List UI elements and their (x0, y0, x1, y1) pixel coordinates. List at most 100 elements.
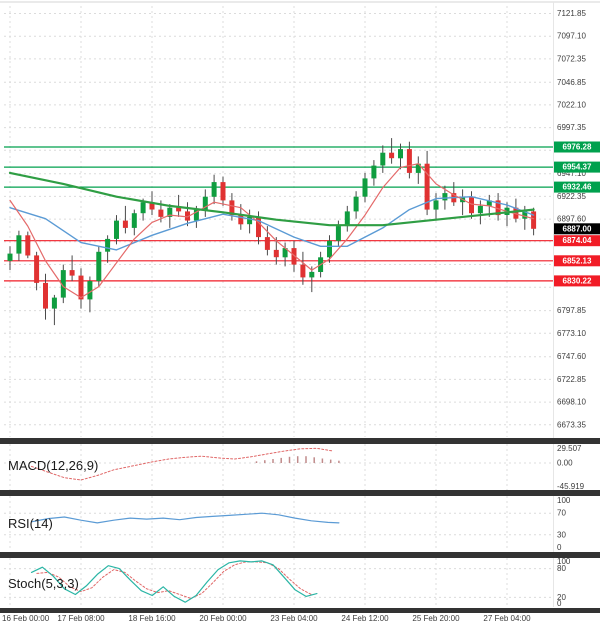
price-tick-label: 7097.10 (557, 32, 586, 41)
candle-body (193, 209, 199, 221)
price-tick-label: 6922.35 (557, 192, 586, 201)
candle-body (176, 207, 182, 212)
x-axis: 16 Feb 00:00 17 Feb 08:00 18 Feb 16:00 20 F… (2, 614, 531, 623)
candle-body (220, 182, 226, 201)
macd-axis-label: 29.507 (557, 444, 582, 453)
rsi-axis-label: 0 (557, 543, 562, 552)
candle-body (149, 202, 155, 210)
stoch-axis-label: 0 (557, 599, 562, 608)
candle-body (238, 215, 244, 225)
stoch-panel-label: Stoch(5,3,3) (8, 576, 79, 591)
candle-body (522, 211, 528, 219)
candle-body (114, 220, 119, 239)
price-panel: 7121.85 7097.10 7072.35 7046.85 7022.10 6997.… (0, 1, 600, 607)
rsi-axis-label: 70 (557, 509, 566, 518)
candle-body (282, 248, 288, 258)
support-badge-label: 6852.13 (563, 256, 592, 265)
last-price-badge-label: 6887.00 (563, 224, 592, 233)
resistance-badge-label: 6976.28 (563, 143, 592, 152)
candle-body (229, 200, 235, 216)
macd-axis-label: -45.919 (557, 482, 585, 491)
candle-body (158, 209, 164, 217)
resistance-badge-label: 6932.46 (563, 183, 592, 192)
candle-body (371, 165, 377, 179)
candle-body (424, 163, 430, 210)
candle-body (69, 270, 75, 276)
stoch-axis-label: 80 (557, 564, 566, 573)
candle-body (105, 238, 111, 252)
price-tick-label: 7046.85 (557, 78, 586, 87)
support-badge-label: 6830.22 (563, 276, 592, 285)
ma-blue-line (9, 195, 535, 251)
candle-body (51, 297, 57, 309)
candle-body (469, 196, 474, 214)
price-tick-label: 6773.10 (557, 329, 586, 338)
candle-body (211, 182, 217, 197)
last-price-badge (554, 223, 600, 235)
support-badge (554, 275, 600, 287)
price-tick-label: 6997.35 (557, 123, 586, 132)
candle-body (406, 149, 412, 173)
candle-body (34, 255, 40, 283)
rsi-line (30, 512, 340, 524)
candle-body (60, 270, 66, 298)
x-axis-label: 27 Feb 04:00 (483, 614, 531, 623)
candle-body (131, 213, 137, 228)
candle-body (442, 193, 448, 201)
candle-body (415, 163, 421, 173)
x-axis-label: 24 Feb 12:00 (341, 614, 389, 623)
candle-body (353, 196, 359, 212)
price-tick-label: 6673.35 (557, 420, 586, 429)
candle-body (140, 202, 146, 214)
candle-body (398, 149, 403, 159)
candle-body (335, 226, 341, 241)
candle-body (477, 205, 483, 214)
candle-body (327, 240, 332, 258)
candle-body (291, 248, 297, 265)
candle-body (96, 251, 102, 282)
panel-separator (0, 438, 600, 444)
stoch-axis-label: 100 (557, 557, 571, 566)
price-tick-label: 7072.35 (557, 54, 586, 63)
price-tick-label: 6747.60 (557, 352, 586, 361)
x-axis-label: 20 Feb 00:00 (199, 614, 247, 623)
candle-body (531, 211, 537, 229)
support-badge (554, 235, 600, 247)
candle-body (273, 249, 279, 258)
price-tick-label: 6897.60 (557, 215, 586, 224)
price-tick-label: 7022.10 (557, 100, 586, 109)
panel-separator (0, 490, 600, 496)
price-tick-label: 6947.10 (557, 169, 586, 178)
panel-separator (0, 552, 600, 558)
candle-body (486, 200, 492, 206)
candle-body (513, 207, 519, 219)
x-axis-label: 16 Feb 00:00 (2, 614, 50, 623)
price-tick-label: 6698.10 (557, 398, 586, 407)
candle-body (300, 264, 306, 278)
rsi-axis-label: 30 (557, 530, 566, 539)
candle-body (344, 211, 350, 227)
support-badge-label: 6874.04 (563, 236, 592, 245)
candle-body (264, 237, 270, 250)
macd-axis-label: 0.00 (557, 459, 573, 468)
x-axis-label: 23 Feb 04:00 (270, 614, 318, 623)
resistance-badge-label: 6954.37 (563, 163, 592, 172)
candle-body (495, 200, 501, 216)
candle-body (380, 152, 386, 166)
candle-body (167, 207, 173, 217)
candle-body (202, 196, 208, 210)
macd-panel: MACD(12,26,9) 29.507 0.00 -45.919 (4, 444, 585, 491)
price-tick-label: 7121.85 (557, 9, 586, 18)
candle-body (389, 152, 395, 159)
resistance-badge (554, 161, 600, 173)
candle-body (16, 235, 22, 254)
panel-separator (0, 608, 600, 613)
candle-body (362, 178, 368, 197)
candle-body (87, 281, 93, 300)
macd-signal-line (31, 447, 334, 481)
x-axis-label: 18 Feb 16:00 (128, 614, 176, 623)
candle-body (433, 200, 439, 210)
